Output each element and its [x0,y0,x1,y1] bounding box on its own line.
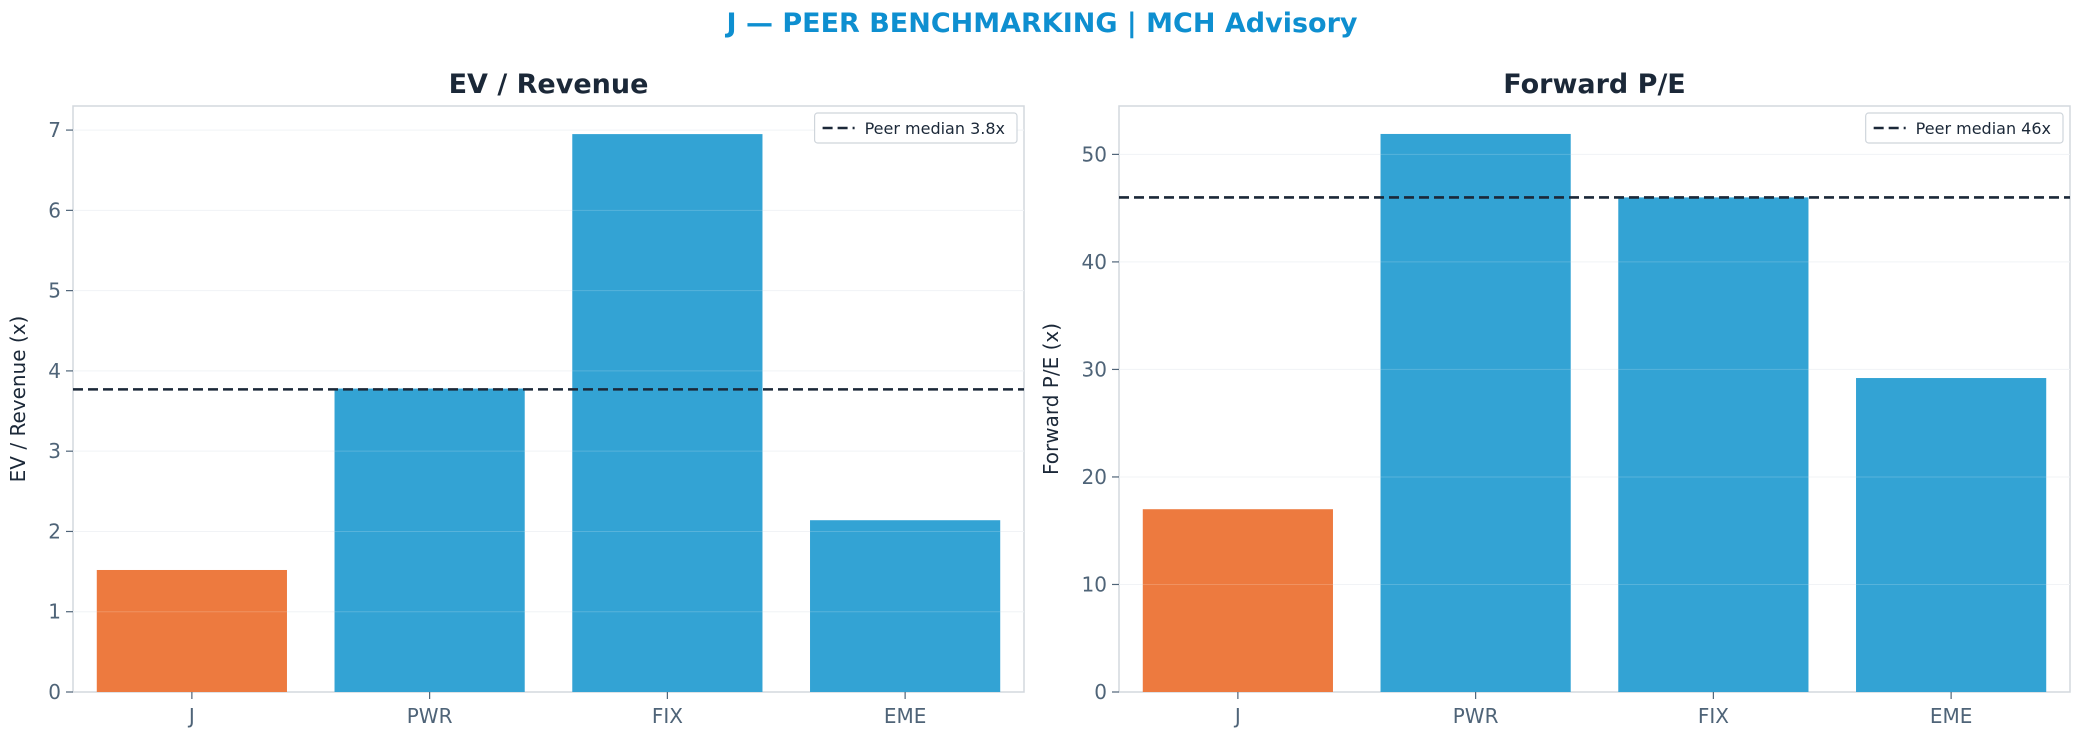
x-tick-label: J [187,704,195,728]
bar-j [96,569,287,692]
bar-fix [572,134,763,692]
legend-label: Peer median 46x [1916,119,2051,138]
x-ticks: J PWR FIX EME [1233,692,1972,728]
bars [1119,133,2070,693]
y-tick-label: 1 [48,600,61,624]
y-tick-label: 10 [1082,572,1107,596]
y-tick-label: 6 [48,198,61,222]
x-tick-label: PWR [407,704,453,728]
y-tick-label: 0 [48,680,61,704]
y-ticks: 0 10 20 30 40 50 [1082,142,1119,704]
y-tick-label: 4 [48,359,61,383]
x-tick-label: FIX [1698,704,1729,728]
y-tick-label: 0 [1094,680,1107,704]
bar-pwr [334,388,525,692]
legend: Peer median 46x [1865,112,2064,144]
figure-title: J — PEER BENCHMARKING | MCH Advisory [726,8,1358,39]
x-tick-label: PWR [1453,704,1499,728]
y-tick-label: 20 [1082,465,1107,489]
panel-forward-pe: 0 10 20 30 40 50 J PWR FIX EME Forward P/E Forwa… [1039,69,2071,728]
y-tick-label: 50 [1082,142,1107,166]
plot-frame [72,105,1025,693]
legend-box [1865,112,2064,144]
y-tick-label: 30 [1082,357,1107,381]
y-ticks: 0 1 2 3 4 5 6 7 [48,118,73,704]
x-tick-label: J [1233,704,1241,728]
x-tick-label: EME [884,704,927,728]
legend-label: Peer median 3.8x [865,119,1005,138]
plot-frame [1118,105,2071,693]
y-tick-label: 3 [48,439,61,463]
bar-eme [810,520,1001,692]
y-axis-label: EV / Revenue (x) [6,316,30,483]
y-tick-label: 2 [48,519,61,543]
panel-title: EV / Revenue [449,69,649,100]
x-tick-label: FIX [652,704,683,728]
x-tick-label: EME [1930,704,1973,728]
y-axis-label: Forward P/E (x) [1039,323,1063,475]
bars [73,129,1024,692]
y-tick-label: 5 [48,279,61,303]
y-tick-label: 40 [1082,250,1107,274]
legend-box [813,112,1018,144]
bar-j [1142,509,1333,692]
bar-eme [1856,378,2047,692]
panel-ev-revenue: 0 1 2 3 4 5 6 7 J PWR FIX EME EV / Revenue EV / Re… [6,69,1025,728]
legend: Peer median 3.8x [813,112,1018,144]
y-tick-label: 7 [48,118,61,142]
bar-pwr [1380,133,1571,693]
bar-fix [1618,197,1809,692]
x-ticks: J PWR FIX EME [187,692,926,728]
panel-title: Forward P/E [1503,69,1686,100]
